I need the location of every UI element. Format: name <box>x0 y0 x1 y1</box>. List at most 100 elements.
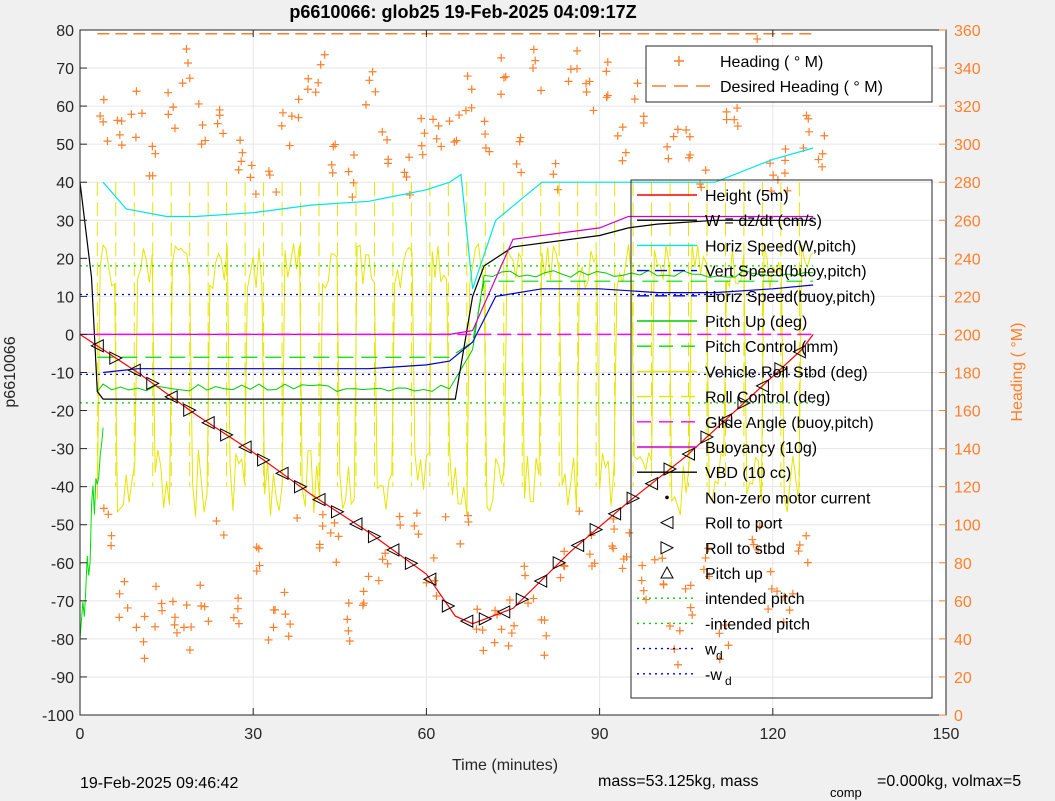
legend-label: Pitch Up (deg) <box>705 314 807 331</box>
heading-cross <box>688 611 697 620</box>
roll-to-stbd-marker <box>478 612 493 626</box>
heading-cross <box>183 58 192 67</box>
heading-cross <box>285 141 294 150</box>
roll-to-stbd-marker <box>774 362 789 376</box>
roll-to-stbd-marker <box>626 491 641 506</box>
roll-to-port-marker <box>274 466 289 481</box>
heading-cross <box>410 521 419 530</box>
heading-cross <box>107 541 116 550</box>
heading-cross <box>365 76 374 85</box>
heading-cross <box>229 613 238 622</box>
heading-cross <box>748 535 757 544</box>
heading-cross <box>618 564 627 573</box>
heading-cross <box>197 140 206 149</box>
heading-cross <box>152 582 161 591</box>
heading-cross <box>378 127 387 136</box>
heading-cross <box>497 53 506 62</box>
heading-cross <box>284 632 293 641</box>
heading-cross <box>287 112 296 121</box>
heading-cross <box>529 45 538 54</box>
heading-cross <box>686 581 695 590</box>
heading-cross <box>537 86 546 95</box>
legend-label: Glide Angle (buoy,pitch) <box>705 415 874 432</box>
legend-label: Pitch up <box>705 566 763 583</box>
heading-cross <box>613 131 622 140</box>
roll-to-port-marker <box>348 517 363 531</box>
heading-cross <box>497 90 506 99</box>
heading-cross <box>780 592 789 601</box>
heading-cross <box>194 99 203 108</box>
heading-cross <box>637 576 646 585</box>
heading-cross <box>417 141 426 150</box>
heading-cross <box>104 510 113 519</box>
heading-cross <box>780 169 789 178</box>
heading-cross <box>196 581 205 590</box>
heading-cross <box>359 599 368 608</box>
y-tick-label: 20 <box>56 251 74 268</box>
heading-cross <box>818 149 827 158</box>
roll-to-port-marker <box>90 339 104 353</box>
heading-cross <box>764 605 773 614</box>
y-tick-label: 30 <box>56 213 74 230</box>
heading-cross <box>715 655 724 664</box>
heading-cross <box>669 132 678 141</box>
heading-cross <box>510 621 519 630</box>
heading-cross <box>686 603 695 612</box>
heading-cross <box>115 130 124 139</box>
heading-cross <box>542 631 551 640</box>
heading-cross <box>132 87 141 96</box>
y-tick-label: -80 <box>51 632 74 649</box>
right-y-tick-label: 240 <box>954 251 981 268</box>
heading-cross <box>420 129 429 138</box>
heading-cross <box>344 626 353 635</box>
heading-cross <box>396 521 405 530</box>
roll-to-stbd-marker <box>146 376 160 391</box>
heading-cross <box>115 613 124 622</box>
legend-swatch-pitch-up <box>660 565 674 579</box>
y-tick-label: 40 <box>56 175 74 192</box>
heading-cross <box>151 149 160 158</box>
heading-cross <box>348 193 357 202</box>
y-axis-label: p6610066 <box>2 336 19 407</box>
heading-cross <box>730 115 739 124</box>
heading-cross <box>234 165 243 174</box>
legend-label-subscript: d <box>725 674 732 688</box>
heading-cross <box>395 512 404 521</box>
heading-cross <box>264 635 273 644</box>
heading-cross <box>331 140 340 149</box>
heading-cross <box>516 133 525 142</box>
heading-cross <box>566 65 575 74</box>
heading-cross <box>814 155 823 164</box>
heading-cross <box>201 136 210 145</box>
heading-cross <box>788 589 797 598</box>
heading-cross <box>603 58 612 67</box>
roll-to-port-marker <box>792 344 806 359</box>
heading-cross <box>697 183 706 192</box>
heading-cross <box>473 605 482 614</box>
y-tick-label: 60 <box>56 99 74 116</box>
heading-cross <box>724 641 733 650</box>
heading-cross <box>445 117 454 126</box>
main-legend-box <box>630 179 933 699</box>
roll-to-port-marker <box>459 614 474 628</box>
right-y-tick-label: 280 <box>954 175 981 192</box>
heading-cross <box>185 646 194 655</box>
heading-cross <box>722 115 731 124</box>
heading-cross <box>400 168 409 177</box>
heading-cross <box>138 109 147 118</box>
heading-cross <box>783 186 792 195</box>
vehicle-roll-trace <box>96 242 814 517</box>
heading-cross <box>659 579 668 588</box>
heading-cross <box>559 561 568 570</box>
y-tick-label: 70 <box>56 61 74 78</box>
heading-cross <box>766 567 775 576</box>
heading-cross <box>148 142 157 151</box>
right-y-axis-label: Heading ( °M) <box>1009 323 1026 422</box>
heading-cross <box>556 573 565 582</box>
heading-cross <box>441 512 450 521</box>
heading-cross <box>429 553 438 562</box>
heading-cross <box>200 602 209 611</box>
right-y-tick-label: 320 <box>954 99 981 116</box>
roll-to-stbd-marker <box>220 428 234 442</box>
